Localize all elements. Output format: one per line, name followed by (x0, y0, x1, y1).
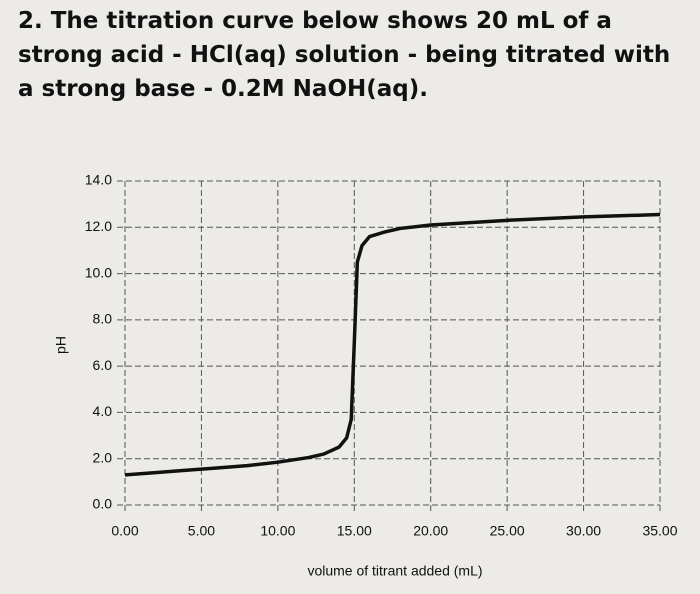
question: 2. The titration curve below shows 20 mL… (18, 8, 671, 102)
x-tick-label: 35.00 (642, 523, 677, 539)
y-tick-label: 12.0 (85, 218, 112, 234)
x-tick-label: 20.00 (413, 523, 448, 539)
y-tick-label: 14.0 (85, 172, 112, 188)
x-tick-label: 25.00 (490, 523, 525, 539)
y-axis-label: pH (53, 336, 69, 354)
x-axis-label: volume of titrant added (mL) (307, 563, 482, 579)
y-tick-label: 2.0 (93, 449, 113, 465)
y-tick-label: 0.0 (93, 496, 113, 512)
y-tick-label: 4.0 (93, 403, 113, 419)
x-tick-label: 5.00 (188, 523, 215, 539)
x-tick-label: 15.00 (337, 523, 372, 539)
y-tick-label: 6.0 (93, 357, 113, 373)
x-tick-label: 30.00 (566, 523, 601, 539)
y-tick-label: 10.0 (85, 264, 112, 280)
x-tick-label: 10.00 (260, 523, 295, 539)
y-tick-label: 8.0 (93, 311, 113, 327)
x-tick-label: 0.00 (111, 523, 138, 539)
titration-curve (124, 212, 661, 477)
